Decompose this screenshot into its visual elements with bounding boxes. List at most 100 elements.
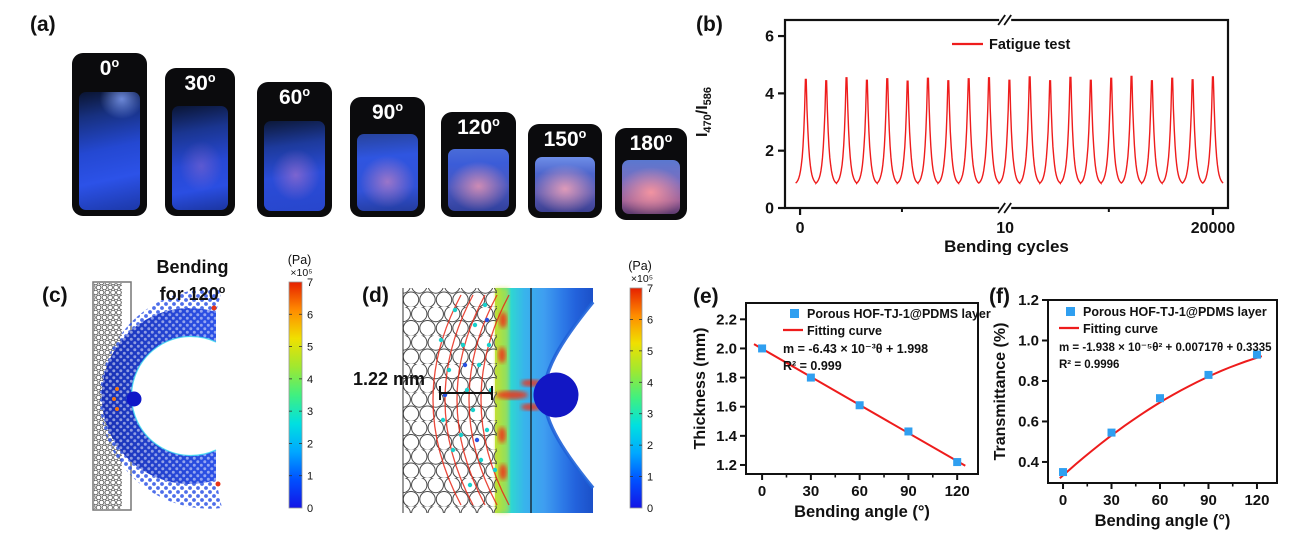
angle-label-30: 30o [184, 71, 216, 95]
svg-text:2.2: 2.2 [716, 311, 737, 328]
svg-text:Transmittance (%): Transmittance (%) [992, 323, 1009, 461]
panel-b-fatigue-chart: (b) 0 2 4 6 0 10 20000 Bending cycles I470/I586 F… [680, 0, 1298, 255]
svg-text:4: 4 [307, 374, 313, 386]
svg-text:1.2: 1.2 [1018, 292, 1039, 309]
svg-text:10: 10 [996, 220, 1014, 237]
svg-text:5: 5 [647, 346, 653, 358]
svg-text:60: 60 [1152, 492, 1169, 509]
svg-text:1.0: 1.0 [1018, 332, 1039, 349]
svg-text:m = -6.43 × 10⁻³θ + 1.998: m = -6.43 × 10⁻³θ + 1.998 [783, 342, 928, 356]
svg-text:6: 6 [647, 314, 653, 326]
sample-photo-180 [622, 160, 680, 214]
panel-c-title: Bending for 120o [156, 257, 229, 304]
svg-text:120: 120 [945, 483, 970, 500]
transmittance-chart: 0 30 60 90 120 0.4 0.6 0.8 1.0 1.2 Bending angle (… [992, 292, 1278, 530]
svg-text:(Pa): (Pa) [628, 259, 652, 273]
panel-b-label: (b) [696, 13, 723, 36]
svg-text:1.2: 1.2 [716, 457, 737, 474]
svg-text:90: 90 [1200, 492, 1217, 509]
panel-c-label: (c) [42, 284, 68, 307]
panel-a-label: (a) [30, 13, 56, 36]
photo-180deg: 180o [615, 128, 687, 220]
svg-text:4: 4 [647, 377, 653, 389]
svg-text:I470/I586: I470/I586 [694, 87, 714, 137]
svg-text:30: 30 [1103, 492, 1120, 509]
svg-text:0.4: 0.4 [1018, 454, 1040, 471]
svg-text:1.6: 1.6 [716, 399, 737, 416]
svg-text:R² = 0.999: R² = 0.999 [783, 359, 842, 373]
svg-text:(Pa): (Pa) [288, 253, 312, 267]
angle-label-150: 150o [543, 127, 587, 151]
svg-text:×10⁵: ×10⁵ [290, 267, 312, 279]
svg-text:Porous HOF-TJ-1@PDMS layer: Porous HOF-TJ-1@PDMS layer [807, 307, 991, 321]
svg-text:20000: 20000 [1191, 220, 1236, 237]
svg-text:7: 7 [647, 283, 653, 295]
angle-label-120: 120o [457, 115, 500, 139]
svg-text:120: 120 [1244, 492, 1269, 509]
panel-e-label: (e) [693, 285, 719, 308]
angle-label-90: 90o [371, 100, 404, 124]
svg-text:0: 0 [647, 503, 653, 515]
panel-f-label: (f) [989, 285, 1010, 308]
svg-text:3: 3 [307, 406, 313, 418]
angle-label-60: 60o [278, 85, 311, 109]
sample-photo-150 [535, 157, 595, 212]
svg-text:0.8: 0.8 [1018, 373, 1039, 390]
svg-text:Bending angle (°): Bending angle (°) [1095, 512, 1231, 530]
bending-simulation-image: 7 6 5 4 3 2 1 0 (Pa)×10⁵ [92, 253, 313, 515]
panel-a-photo-series: (a) 0o 30o 60o 90o 120o 150o 180o [0, 0, 700, 250]
sample-photo-0 [79, 92, 140, 210]
svg-text:6: 6 [307, 309, 313, 321]
svg-text:60: 60 [851, 483, 868, 500]
thickness-annotation: 1.22 mm [353, 369, 426, 389]
sample-photo-90 [357, 134, 418, 211]
svg-text:0: 0 [796, 220, 805, 237]
svg-text:Bending cycles: Bending cycles [944, 237, 1069, 255]
svg-text:0: 0 [758, 483, 766, 500]
svg-text:R² = 0.9996: R² = 0.9996 [1059, 359, 1119, 371]
fatigue-test-chart: 0 2 4 6 0 10 20000 Bending cycles I470/I586 Fatig… [694, 14, 1236, 255]
thickness-chart: 0 30 60 90 120 1.2 1.4 1.6 1.8 2.0 2.2 Bending angl… [692, 302, 991, 521]
svg-text:90: 90 [900, 483, 917, 500]
panel-e-thickness-chart: (e) 0 30 60 90 120 1.2 1.4 1.6 1.8 2.0 2.2 Bending … [690, 282, 1000, 544]
svg-text:m = -1.938 × 10⁻⁵θ² + 0.00717θ: m = -1.938 × 10⁻⁵θ² + 0.00717θ + 0.3335 [1059, 342, 1272, 354]
svg-text:2: 2 [647, 440, 653, 452]
svg-text:Fitting curve: Fitting curve [807, 324, 882, 338]
photo-120deg: 120o [441, 112, 516, 217]
svg-text:5: 5 [307, 342, 313, 354]
svg-text:4: 4 [765, 86, 774, 103]
photo-90deg: 90o [350, 97, 425, 217]
svg-text:0: 0 [307, 503, 313, 515]
panel-c-simulation: 7 6 5 4 3 2 1 0 (Pa) ×10⁵ (c) Bending for 120o [0, 250, 345, 544]
svg-text:0: 0 [765, 201, 774, 218]
stress-field-image: 7 6 5 4 3 2 1 0 (Pa)×10⁵ [402, 259, 653, 515]
svg-text:2.0: 2.0 [716, 340, 737, 357]
svg-text:2: 2 [765, 143, 774, 160]
photo-30deg: 30o [165, 68, 235, 216]
svg-text:7: 7 [307, 277, 313, 289]
panel-f-transmittance-chart: (f) 0 30 60 90 120 0.4 0.6 0.8 1.0 1.2 Bending ang… [989, 282, 1298, 544]
panel-d-label: (d) [362, 284, 389, 307]
panel-d-stress-field: 7 6 5 4 3 2 1 0 (Pa) ×10⁵ (d) 1.22 mm [345, 250, 700, 544]
svg-text:Porous HOF-TJ-1@PDMS layer: Porous HOF-TJ-1@PDMS layer [1083, 305, 1267, 319]
photo-0deg: 0o [72, 53, 147, 216]
svg-text:1.4: 1.4 [716, 428, 738, 445]
sample-photo-120 [448, 149, 509, 211]
svg-text:6: 6 [765, 29, 774, 46]
svg-text:Fitting curve: Fitting curve [1083, 322, 1158, 336]
svg-text:Fatigue test: Fatigue test [989, 37, 1071, 53]
svg-text:Thickness (mm): Thickness (mm) [692, 328, 709, 450]
svg-text:Bending angle (°): Bending angle (°) [794, 503, 930, 521]
svg-text:30: 30 [803, 483, 820, 500]
svg-text:×10⁵: ×10⁵ [631, 273, 653, 285]
svg-text:3: 3 [647, 409, 653, 421]
angle-label-180: 180o [629, 131, 673, 155]
photo-60deg: 60o [257, 82, 332, 217]
svg-text:1: 1 [307, 471, 313, 483]
svg-text:1.8: 1.8 [716, 370, 737, 387]
sample-photo-30 [172, 106, 228, 210]
sample-photo-60 [264, 121, 325, 211]
svg-text:2: 2 [307, 438, 313, 450]
svg-text:0.6: 0.6 [1018, 413, 1039, 430]
